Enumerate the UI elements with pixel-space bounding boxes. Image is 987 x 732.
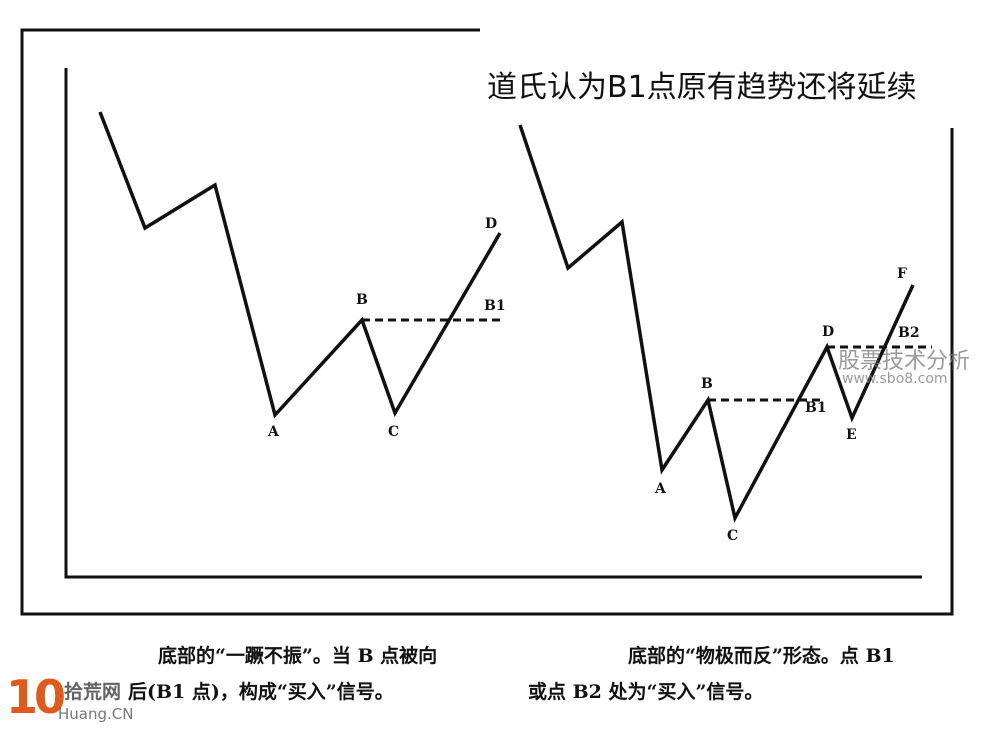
right-caption-line2: 或点 B2 处为“买入”信号。 <box>528 681 764 703</box>
right-label-a: A <box>655 481 666 497</box>
left-caption-line2: 后(B1 点)，构成“买入”信号。 <box>128 681 394 703</box>
right-label-d: D <box>822 324 835 340</box>
right-label-b: B <box>701 376 713 392</box>
watermark-site-cn: 股票技术分析 <box>838 349 971 374</box>
right-caption-line1: 底部的“物极而反”形态。点 B1 <box>628 645 895 667</box>
right-label-c: C <box>727 528 739 544</box>
axes <box>64 68 922 579</box>
right-label-e: E <box>846 427 857 443</box>
title: 道氏认为B1点原有趋势还将延续 <box>487 70 917 105</box>
left-caption-line1: 底部的“一蹶不振”。当 B 点被向 <box>158 645 438 667</box>
right-label-b1: B1 <box>805 400 827 416</box>
right-label-f: F <box>897 266 907 282</box>
label-d: D <box>485 216 498 232</box>
label-a: A <box>268 424 279 440</box>
right-price-line <box>518 124 915 523</box>
logo-number: 10 <box>6 670 66 724</box>
label-b: B <box>356 292 368 308</box>
watermark-site-url: www.sbo8.com <box>842 371 948 387</box>
logo-url: Huang.CN <box>58 705 134 723</box>
logo-cn: 拾荒网 <box>64 681 122 703</box>
label-c: C <box>388 424 400 440</box>
left-price-line <box>98 111 502 419</box>
frame-border <box>20 28 954 616</box>
label-b1: B1 <box>484 298 506 314</box>
right-label-b2: B2 <box>898 325 920 341</box>
